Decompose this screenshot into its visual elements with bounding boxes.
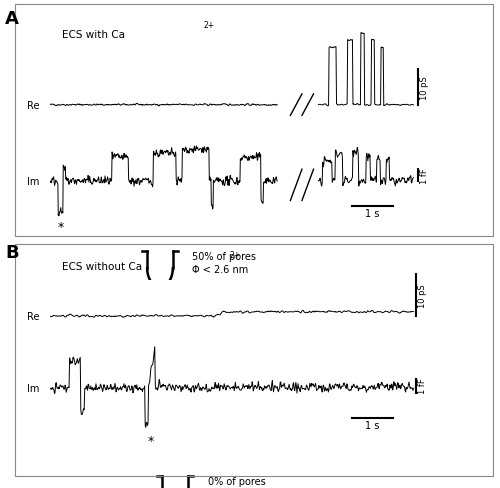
Text: 2+: 2+ xyxy=(204,21,215,30)
Text: Φ < 2.6 nm: Φ < 2.6 nm xyxy=(192,265,249,275)
Text: 50% of pores: 50% of pores xyxy=(192,251,256,261)
Text: B: B xyxy=(5,244,18,262)
Text: Re: Re xyxy=(27,311,40,321)
Text: ECS without Ca: ECS without Ca xyxy=(62,262,142,271)
Text: 1 fF: 1 fF xyxy=(418,378,426,394)
Text: 10 pS: 10 pS xyxy=(420,76,428,100)
Text: 1 fF: 1 fF xyxy=(420,168,428,183)
Text: 2+: 2+ xyxy=(230,250,241,260)
Text: A: A xyxy=(5,10,19,28)
Text: *: * xyxy=(148,434,154,447)
Text: Re: Re xyxy=(27,101,40,110)
Text: 10 pS: 10 pS xyxy=(418,284,426,307)
Text: ECS with Ca: ECS with Ca xyxy=(62,30,126,40)
Text: *: * xyxy=(58,221,64,234)
Text: 1 s: 1 s xyxy=(365,209,380,219)
Text: Im: Im xyxy=(28,383,40,393)
Text: 0% of pores: 0% of pores xyxy=(208,476,265,486)
Text: 1 s: 1 s xyxy=(365,421,380,430)
Text: Im: Im xyxy=(28,177,40,186)
